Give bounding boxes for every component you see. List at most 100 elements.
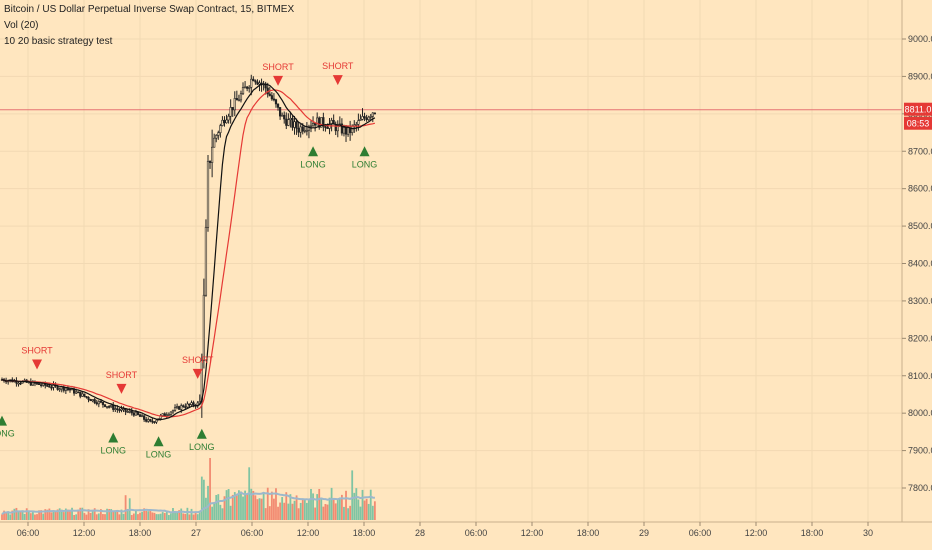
volume-bar <box>56 509 59 520</box>
candle-body <box>276 103 280 108</box>
volume-bar <box>89 512 92 520</box>
candle-body <box>305 129 308 132</box>
volume-bar <box>7 511 10 520</box>
volume-bar <box>34 514 36 520</box>
strategy-label[interactable]: 10 20 basic strategy test <box>4 36 113 47</box>
candle-body <box>231 107 234 111</box>
volume-bar <box>217 494 220 520</box>
candle-body <box>274 99 278 105</box>
candle-body <box>272 98 276 101</box>
candle-body <box>293 121 296 128</box>
candle-body <box>184 406 187 408</box>
strategy-signals: SHORT LONG SHORT LONG LONG SHORT LONG SHORT LONG… <box>0 61 377 459</box>
candle-body <box>192 402 195 406</box>
volume-bar <box>330 487 333 520</box>
volume-bar <box>93 508 96 520</box>
candle-body <box>77 391 80 394</box>
candle-body <box>85 396 88 398</box>
candle-body <box>35 383 39 385</box>
volume-bar <box>273 498 275 520</box>
volume-bar <box>151 512 154 520</box>
volume-bar <box>108 509 111 520</box>
volume-bar <box>287 503 290 520</box>
volume-bar <box>359 506 362 520</box>
volume-bar <box>102 514 104 520</box>
long-signal-label: LONG <box>146 449 172 459</box>
volume-indicator-label[interactable]: Vol (20) <box>4 20 39 31</box>
volume-bar <box>281 497 284 520</box>
short-signal-arrow <box>32 359 43 370</box>
candle-body <box>361 116 364 120</box>
candle-body <box>87 397 90 400</box>
candle-body <box>136 411 140 416</box>
short-signal-label: SHORT <box>182 355 214 365</box>
candle-body <box>173 407 177 411</box>
candle-body <box>283 114 286 120</box>
candle-body <box>355 124 358 126</box>
volume-bar <box>11 510 14 520</box>
volume-bar <box>264 508 267 520</box>
candle-body <box>120 408 123 411</box>
volume-bar <box>52 510 55 520</box>
volume-bar <box>17 512 20 520</box>
candle-body <box>108 406 111 408</box>
volume-bar <box>268 506 271 520</box>
volume-bar <box>283 502 286 520</box>
volume-bar <box>320 497 323 520</box>
candle-body <box>81 393 84 397</box>
volume-bar <box>361 489 364 520</box>
volume-bar <box>155 514 158 520</box>
candle-body <box>114 408 117 410</box>
volume-bar <box>116 510 119 520</box>
candle-body <box>233 98 236 111</box>
time-axis-label: 06:00 <box>241 528 264 538</box>
volume-bar <box>289 494 292 520</box>
volume-bar <box>170 513 172 520</box>
candle-body <box>326 127 329 129</box>
candle-body <box>365 117 368 120</box>
long-signal-arrow <box>0 415 7 426</box>
volume-bar <box>293 500 296 520</box>
candle-body <box>91 399 94 402</box>
time-axis-label: 12:00 <box>297 528 320 538</box>
volume-bar <box>132 513 135 520</box>
volume-bar <box>147 511 150 520</box>
candle-body <box>237 99 241 102</box>
volume-bar <box>165 510 168 520</box>
volume-bar <box>19 511 22 520</box>
candle-body <box>83 393 86 397</box>
time-axis-label: 18:00 <box>129 528 152 538</box>
candle-body <box>258 82 261 85</box>
volume-bar <box>71 507 73 520</box>
volume-bar <box>3 510 5 520</box>
time-axis-label: 30 <box>863 528 873 538</box>
volume-bar <box>295 495 298 520</box>
volume-bar <box>83 513 86 520</box>
candle-body <box>246 86 249 89</box>
volume-bar <box>143 508 146 520</box>
moving-averages <box>1 83 376 421</box>
candle-body <box>151 420 154 423</box>
candle-body <box>252 78 255 82</box>
candle-body <box>140 415 144 418</box>
volume-bar <box>77 510 80 520</box>
candle-body <box>287 119 290 126</box>
price-axis-label: 8400.0 <box>908 259 932 269</box>
candle-body <box>99 401 102 403</box>
price-axis[interactable]: 9000.08900.08800.08700.08600.08500.08400… <box>901 0 932 522</box>
candle-body <box>229 107 232 117</box>
short-signal-label: SHORT <box>322 61 354 71</box>
volume-bar <box>336 498 339 520</box>
long-signal-arrow <box>196 428 207 439</box>
candle-body <box>176 406 179 408</box>
price-axis-label: 9000.0 <box>908 34 932 44</box>
time-axis[interactable]: 06:00 12:00 18:00 27 06:00 12:00 18:00 28 06:00 1… <box>0 521 932 538</box>
candle-body <box>373 112 376 115</box>
volume-bar <box>13 508 16 520</box>
candle-body <box>268 93 271 96</box>
volume-bar <box>186 507 189 520</box>
symbol-title[interactable]: Bitcoin / US Dollar Perpetual Inverse Sw… <box>4 4 295 15</box>
candle-body <box>227 115 230 121</box>
